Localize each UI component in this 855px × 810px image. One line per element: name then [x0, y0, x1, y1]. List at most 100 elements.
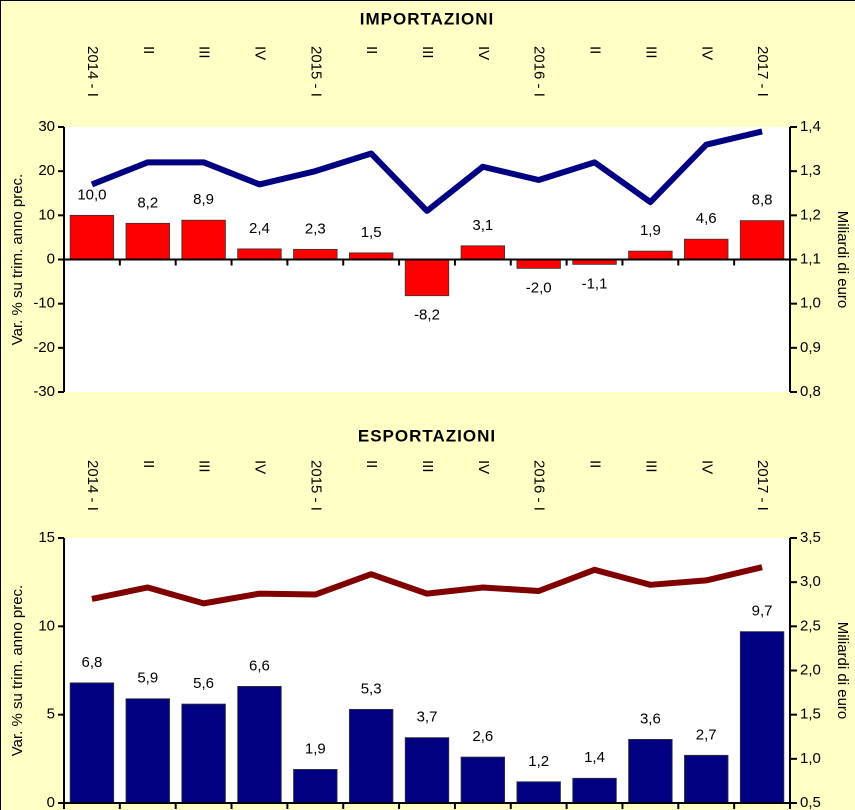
data-label: 1,4 [584, 749, 605, 766]
x-tick-label: III [196, 460, 213, 473]
x-tick-label: III [196, 46, 213, 59]
bar [628, 250, 673, 260]
data-label: 1,9 [305, 740, 326, 757]
y-tick-label: 0 [47, 794, 55, 810]
data-label: 3,6 [640, 710, 661, 727]
x-tick-label: IV [475, 46, 492, 60]
x-tick-label: III [419, 46, 436, 59]
data-label: 3,7 [417, 709, 438, 726]
line [90, 128, 763, 214]
data-label: 5,9 [137, 670, 158, 687]
data-label: 1,5 [361, 224, 382, 241]
x-tick-label: III [642, 460, 659, 473]
y2-axis-label: Miliardi di euro [834, 211, 851, 309]
x-tick-label: 2016 - I [531, 460, 548, 511]
data-label: 5,6 [193, 675, 214, 692]
y2-tick-label: 0,9 [800, 339, 821, 356]
x-tick-label: II [587, 46, 604, 54]
y2-tick-label: 1,5 [800, 706, 821, 723]
y2-tick-label: 0,8 [800, 383, 821, 400]
bar [237, 248, 282, 260]
y-tick-label: 30 [38, 118, 55, 135]
y-tick-label: 20 [38, 162, 55, 179]
bar [348, 708, 394, 804]
bar [460, 245, 506, 260]
bar [69, 682, 115, 804]
x-tick-label: II [363, 46, 380, 54]
x-tick-label: II [140, 460, 157, 468]
y-tick-label: 0 [47, 250, 55, 267]
y-axis-label: Var. % su trim. anno prec. [9, 585, 26, 756]
data-label: 8,2 [137, 194, 158, 211]
bar [516, 781, 561, 804]
bar [684, 754, 729, 804]
bar [237, 686, 282, 804]
data-label: 2,7 [696, 726, 717, 743]
y-tick-label: -20 [33, 339, 55, 356]
bar [516, 259, 561, 269]
y2-tick-label: 1,0 [800, 295, 821, 312]
data-label: 2,6 [472, 728, 493, 745]
x-tick-label: IV [251, 46, 268, 60]
data-label: 2,3 [305, 220, 326, 237]
chart-title: ESPORTAZIONI [358, 426, 496, 445]
bar [181, 703, 226, 804]
bar [739, 220, 785, 260]
x-tick-label: 2015 - I [307, 46, 324, 97]
data-label: -8,2 [414, 307, 440, 324]
y-tick-label: 5 [47, 706, 55, 723]
x-tick-label: 2014 - I [84, 460, 101, 511]
data-label: 2,4 [249, 220, 270, 237]
bar [628, 739, 673, 804]
data-label: 1,2 [528, 753, 549, 770]
y2-tick-label: 1,2 [800, 206, 821, 223]
y2-tick-label: 0,5 [800, 794, 821, 810]
data-label: -2,0 [526, 279, 552, 296]
bar [460, 756, 506, 804]
bar [684, 238, 729, 260]
y-tick-label: 10 [38, 206, 55, 223]
bar [125, 698, 170, 804]
y2-tick-label: 3,5 [800, 529, 821, 546]
y2-tick-label: 1,1 [800, 250, 821, 267]
y2-tick-label: 1,4 [800, 118, 821, 135]
data-label: 9,7 [752, 603, 773, 620]
x-tick-label: III [419, 460, 436, 473]
data-label: 6,8 [81, 654, 102, 671]
x-tick-label: II [587, 460, 604, 468]
y2-tick-label: 1,3 [800, 162, 821, 179]
x-tick-label: IV [698, 46, 715, 60]
bar [125, 222, 170, 260]
data-label: 3,1 [472, 217, 493, 234]
x-tick-label: III [642, 46, 659, 59]
data-label: 4,6 [696, 210, 717, 227]
chart-title: IMPORTAZIONI [360, 9, 494, 28]
x-tick-label: II [363, 460, 380, 468]
y2-axis-label: Miliardi di euro [834, 622, 851, 720]
bar [293, 248, 338, 260]
bar [739, 631, 785, 804]
y2-tick-label: 1,0 [800, 750, 821, 767]
y2-tick-label: 2,5 [800, 617, 821, 634]
y-tick-label: 15 [38, 529, 55, 546]
line [91, 564, 763, 607]
data-label: 6,6 [249, 657, 270, 674]
data-label: 8,8 [752, 192, 773, 209]
y2-tick-label: 3,0 [800, 573, 821, 590]
data-label: 8,9 [193, 191, 214, 208]
bar [404, 737, 450, 804]
data-label: 1,9 [640, 222, 661, 239]
x-tick-label: 2017 - I [754, 46, 771, 97]
x-tick-label: IV [251, 460, 268, 474]
x-tick-label: 2014 - I [84, 46, 101, 97]
bar [572, 777, 617, 804]
data-label: 10,0 [77, 186, 106, 203]
x-tick-label: 2016 - I [531, 46, 548, 97]
x-tick-label: II [140, 46, 157, 54]
bar [69, 214, 115, 260]
bar [181, 219, 226, 260]
y2-tick-label: 2,0 [800, 661, 821, 678]
bar [293, 769, 338, 804]
bar [404, 259, 450, 297]
